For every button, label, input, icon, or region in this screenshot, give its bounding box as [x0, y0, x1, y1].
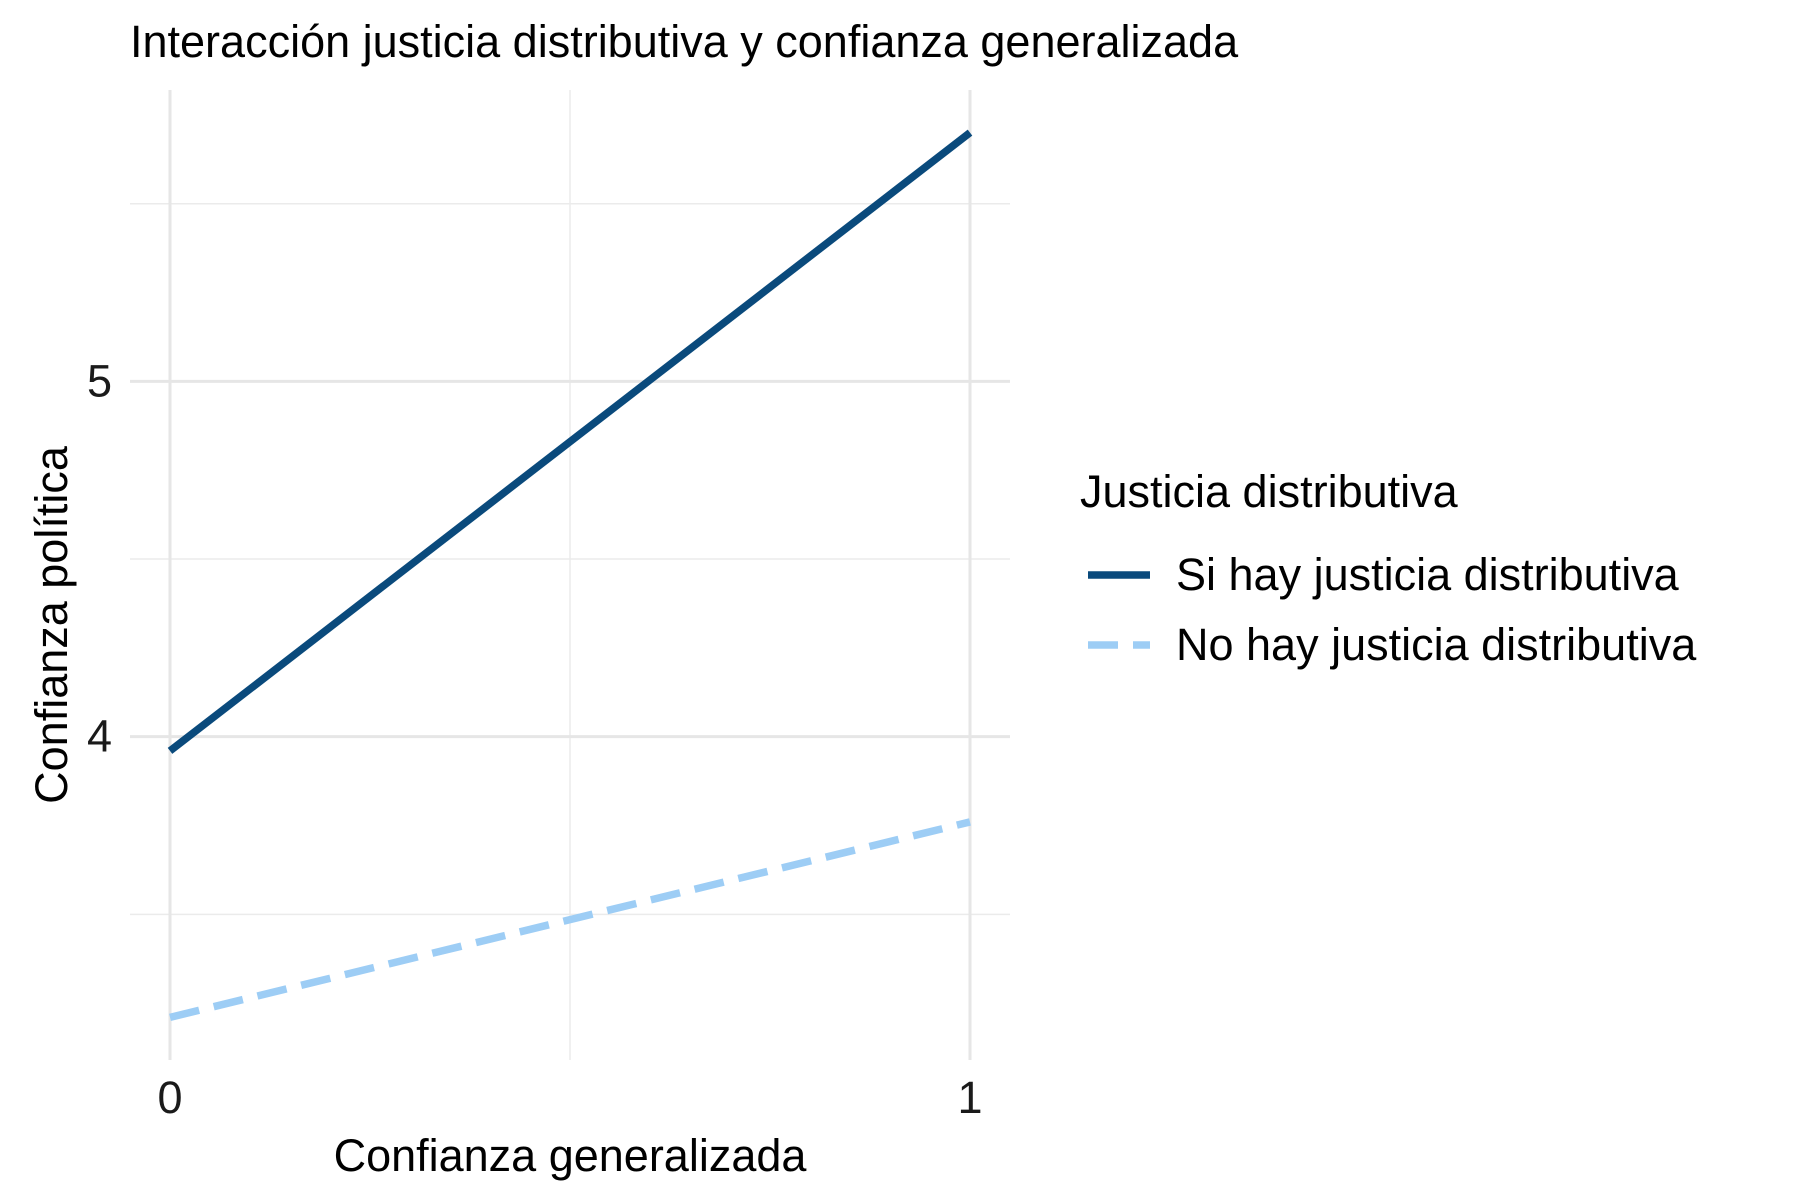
series-lines — [167, 129, 973, 1022]
legend-label-si: Si hay justicia distributiva — [1176, 549, 1679, 600]
x-tick-label: 1 — [957, 1072, 982, 1123]
x-tick-label: 0 — [157, 1072, 182, 1123]
legend-title: Justicia distributiva — [1080, 466, 1458, 517]
x-axis-title: Confianza generalizada — [333, 1130, 807, 1181]
y-tick-label: 5 — [87, 355, 112, 406]
grid-minor — [130, 90, 1010, 1060]
y-tick-label: 4 — [87, 711, 112, 762]
series-line-si — [167, 129, 973, 754]
chart-title: Interacción justicia distributiva y conf… — [130, 16, 1239, 67]
grid-major — [130, 90, 1010, 1060]
legend-keys — [1088, 571, 1150, 649]
series-line-no — [169, 818, 971, 1022]
y-axis-title: Confianza política — [26, 446, 77, 804]
legend-label-no: No hay justicia distributiva — [1176, 619, 1697, 670]
tick-labels: 4 5 0 1 — [87, 355, 983, 1123]
